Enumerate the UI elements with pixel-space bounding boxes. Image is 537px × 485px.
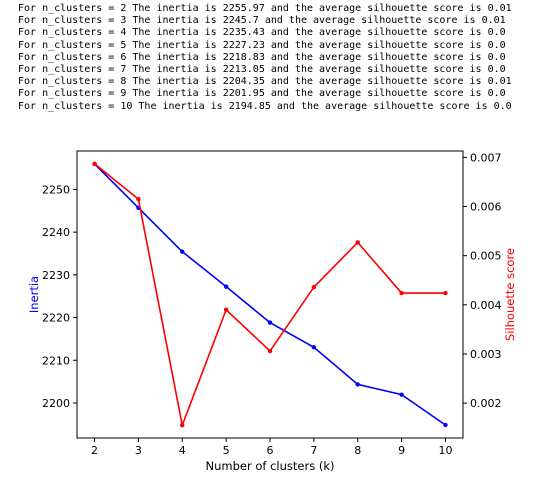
right-tick-label: 0.004 <box>470 299 502 312</box>
plot-frame <box>76 150 464 439</box>
x-tick-label: 8 <box>354 444 361 457</box>
right-tick-label: 0.007 <box>470 151 502 164</box>
inertia-point <box>180 249 185 254</box>
console-line: For n_clusters = 5 The inertia is 2227.2… <box>18 39 506 51</box>
left-y-axis: 2200 2210 2220 2230 2240 2250 <box>42 183 77 410</box>
x-axis-label: Number of clusters (k) <box>206 459 335 473</box>
console-line: For n_clusters = 4 The inertia is 2235.4… <box>18 27 506 39</box>
silhouette-point <box>443 290 448 296</box>
console-line: For n_clusters = 3 The inertia is 2245.7… <box>18 15 506 27</box>
silhouette-series-line <box>94 163 446 429</box>
x-tick-label: 2 <box>91 444 98 457</box>
silhouette-point <box>399 290 404 296</box>
inertia-point <box>267 320 273 325</box>
x-axis: 2 3 4 5 6 7 8 9 10 <box>91 438 452 457</box>
x-tick-label: 6 <box>267 444 274 457</box>
x-tick-label: 10 <box>438 444 452 457</box>
right-y-axis-label: Silhouette score <box>503 248 517 341</box>
console-output: For n_clusters = 2 The inertia is 2255.9… <box>18 3 512 113</box>
left-tick-label: 2220 <box>42 312 70 325</box>
console-line: For n_clusters = 7 The inertia is 2213.0… <box>18 63 506 75</box>
right-tick-label: 0.002 <box>470 397 502 410</box>
silhouette-point <box>311 284 317 290</box>
x-tick-label: 3 <box>135 444 142 457</box>
silhouette-point <box>267 348 273 354</box>
left-tick-label: 2200 <box>42 397 70 410</box>
left-tick-label: 2230 <box>42 269 70 282</box>
x-tick-label: 7 <box>310 444 317 457</box>
left-tick-label: 2250 <box>42 183 70 196</box>
inertia-point <box>311 345 317 350</box>
inertia-point <box>443 422 448 428</box>
silhouette-point <box>355 240 360 245</box>
console-line: For n_clusters = 8 The inertia is 2204.3… <box>18 76 512 88</box>
right-y-axis: 0.002 0.003 0.004 0.005 0.006 0.007 <box>463 151 502 410</box>
silhouette-point <box>223 307 229 312</box>
silhouette-point <box>180 423 185 428</box>
console-line: For n_clusters = 9 The inertia is 2201.9… <box>18 88 506 100</box>
x-tick-label: 4 <box>179 444 186 457</box>
x-tick-label: 5 <box>223 444 230 457</box>
inertia-series-line <box>93 163 446 426</box>
x-tick-label: 9 <box>398 444 405 457</box>
inertia-point <box>223 284 229 289</box>
series-layer <box>92 161 448 429</box>
left-tick-label: 2210 <box>42 354 70 367</box>
right-tick-label: 0.006 <box>470 201 502 214</box>
inertia-point <box>355 382 360 387</box>
elbow-silhouette-chart: 2200 2210 2220 2230 2240 2250 0.002 0.003 0.004… <box>27 150 517 473</box>
console-line: For n_clusters = 6 The inertia is 2218.8… <box>18 51 506 63</box>
right-tick-label: 0.003 <box>470 348 502 361</box>
inertia-point <box>399 392 404 397</box>
left-tick-label: 2240 <box>42 226 70 239</box>
console-line: For n_clusters = 10 The inertia is 2194.… <box>18 100 512 112</box>
left-y-axis-label: Inertia <box>27 276 41 313</box>
console-line: For n_clusters = 2 The inertia is 2255.9… <box>18 3 512 14</box>
silhouette-point <box>92 161 97 166</box>
silhouette-point <box>136 196 141 202</box>
right-tick-label: 0.005 <box>470 250 502 263</box>
